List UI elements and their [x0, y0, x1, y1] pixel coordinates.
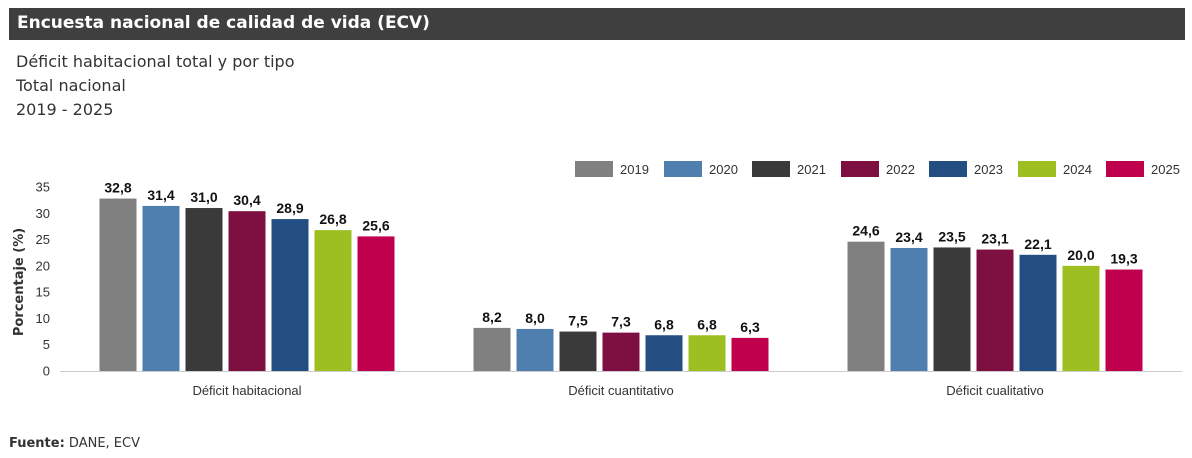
- y-tick-label: 15: [36, 285, 50, 300]
- bar: [1062, 265, 1100, 371]
- chart-subtitle: Déficit habitacional total y por tipo: [16, 52, 295, 71]
- legend-label: 2020: [709, 162, 738, 177]
- data-label: 30,4: [233, 192, 260, 208]
- header-bar: Encuesta nacional de calidad de vida (EC…: [9, 8, 1185, 40]
- legend-label: 2024: [1063, 162, 1092, 177]
- x-category-label: Déficit habitacional: [192, 383, 301, 398]
- bar: [847, 241, 885, 371]
- data-label: 8,0: [525, 310, 545, 326]
- y-tick-label: 10: [36, 311, 50, 326]
- legend-label: 2021: [797, 162, 826, 177]
- bar: [1019, 254, 1057, 371]
- data-label: 25,6: [362, 217, 389, 233]
- y-tick-label: 30: [36, 206, 50, 221]
- bar: [271, 219, 309, 371]
- bar: [516, 328, 554, 371]
- bar: [357, 236, 395, 371]
- y-axis-title: Porcentaje (%): [12, 228, 27, 336]
- y-tick-label: 20: [36, 258, 50, 273]
- legend-swatch: [664, 161, 702, 177]
- bar: [976, 249, 1014, 371]
- data-label: 19,3: [1110, 251, 1137, 267]
- chart-scope: Total nacional: [16, 76, 126, 95]
- data-label: 28,9: [276, 200, 303, 216]
- data-label: 31,0: [190, 189, 217, 205]
- source-label: Fuente:: [9, 436, 65, 451]
- data-label: 23,4: [895, 229, 922, 245]
- data-label: 31,4: [147, 187, 174, 203]
- bar: [1105, 269, 1143, 371]
- data-label: 6,3: [740, 319, 760, 335]
- x-category-label: Déficit cuantitativo: [568, 383, 674, 398]
- bar: [228, 211, 266, 371]
- chart-period: 2019 - 2025: [16, 100, 114, 119]
- legend-swatch: [752, 161, 790, 177]
- data-label: 7,3: [611, 314, 631, 330]
- legend-swatch: [929, 161, 967, 177]
- data-label: 32,8: [104, 180, 131, 196]
- data-label: 8,2: [482, 309, 502, 325]
- legend-swatch: [575, 161, 613, 177]
- source-text: DANE, ECV: [64, 436, 140, 451]
- bar: [890, 247, 928, 371]
- data-label: 20,0: [1067, 247, 1094, 263]
- page-title: Encuesta nacional de calidad de vida (EC…: [17, 13, 430, 33]
- data-label: 26,8: [319, 211, 346, 227]
- bar: [185, 208, 223, 371]
- data-label: 6,8: [654, 316, 674, 332]
- bar: [473, 327, 511, 371]
- bar: [142, 205, 180, 371]
- bar: [314, 230, 352, 371]
- y-tick-label: 35: [36, 180, 50, 195]
- source-note: Fuente: DANE, ECV: [9, 436, 140, 451]
- bar: [559, 331, 597, 371]
- y-tick-label: 5: [43, 337, 50, 352]
- legend-label: 2023: [974, 162, 1003, 177]
- bar: [731, 337, 769, 371]
- legend-swatch: [1018, 161, 1056, 177]
- legend-label: 2022: [886, 162, 915, 177]
- legend-label: 2019: [620, 162, 649, 177]
- bar: [602, 332, 640, 371]
- x-category-label: Déficit cualitativo: [946, 383, 1044, 398]
- data-label: 22,1: [1024, 236, 1051, 252]
- legend-label: 2025: [1151, 162, 1180, 177]
- data-label: 23,5: [938, 228, 965, 244]
- data-label: 23,1: [981, 231, 1008, 247]
- legend-swatch: [1106, 161, 1144, 177]
- bar: [645, 335, 683, 371]
- y-tick-label: 25: [36, 232, 50, 247]
- data-label: 24,6: [852, 223, 879, 239]
- data-label: 6,8: [697, 316, 717, 332]
- bar: [99, 198, 137, 371]
- y-tick-label: 0: [43, 364, 50, 379]
- data-label: 7,5: [568, 313, 588, 329]
- bar: [933, 247, 971, 371]
- bar: [688, 335, 726, 371]
- legend-swatch: [841, 161, 879, 177]
